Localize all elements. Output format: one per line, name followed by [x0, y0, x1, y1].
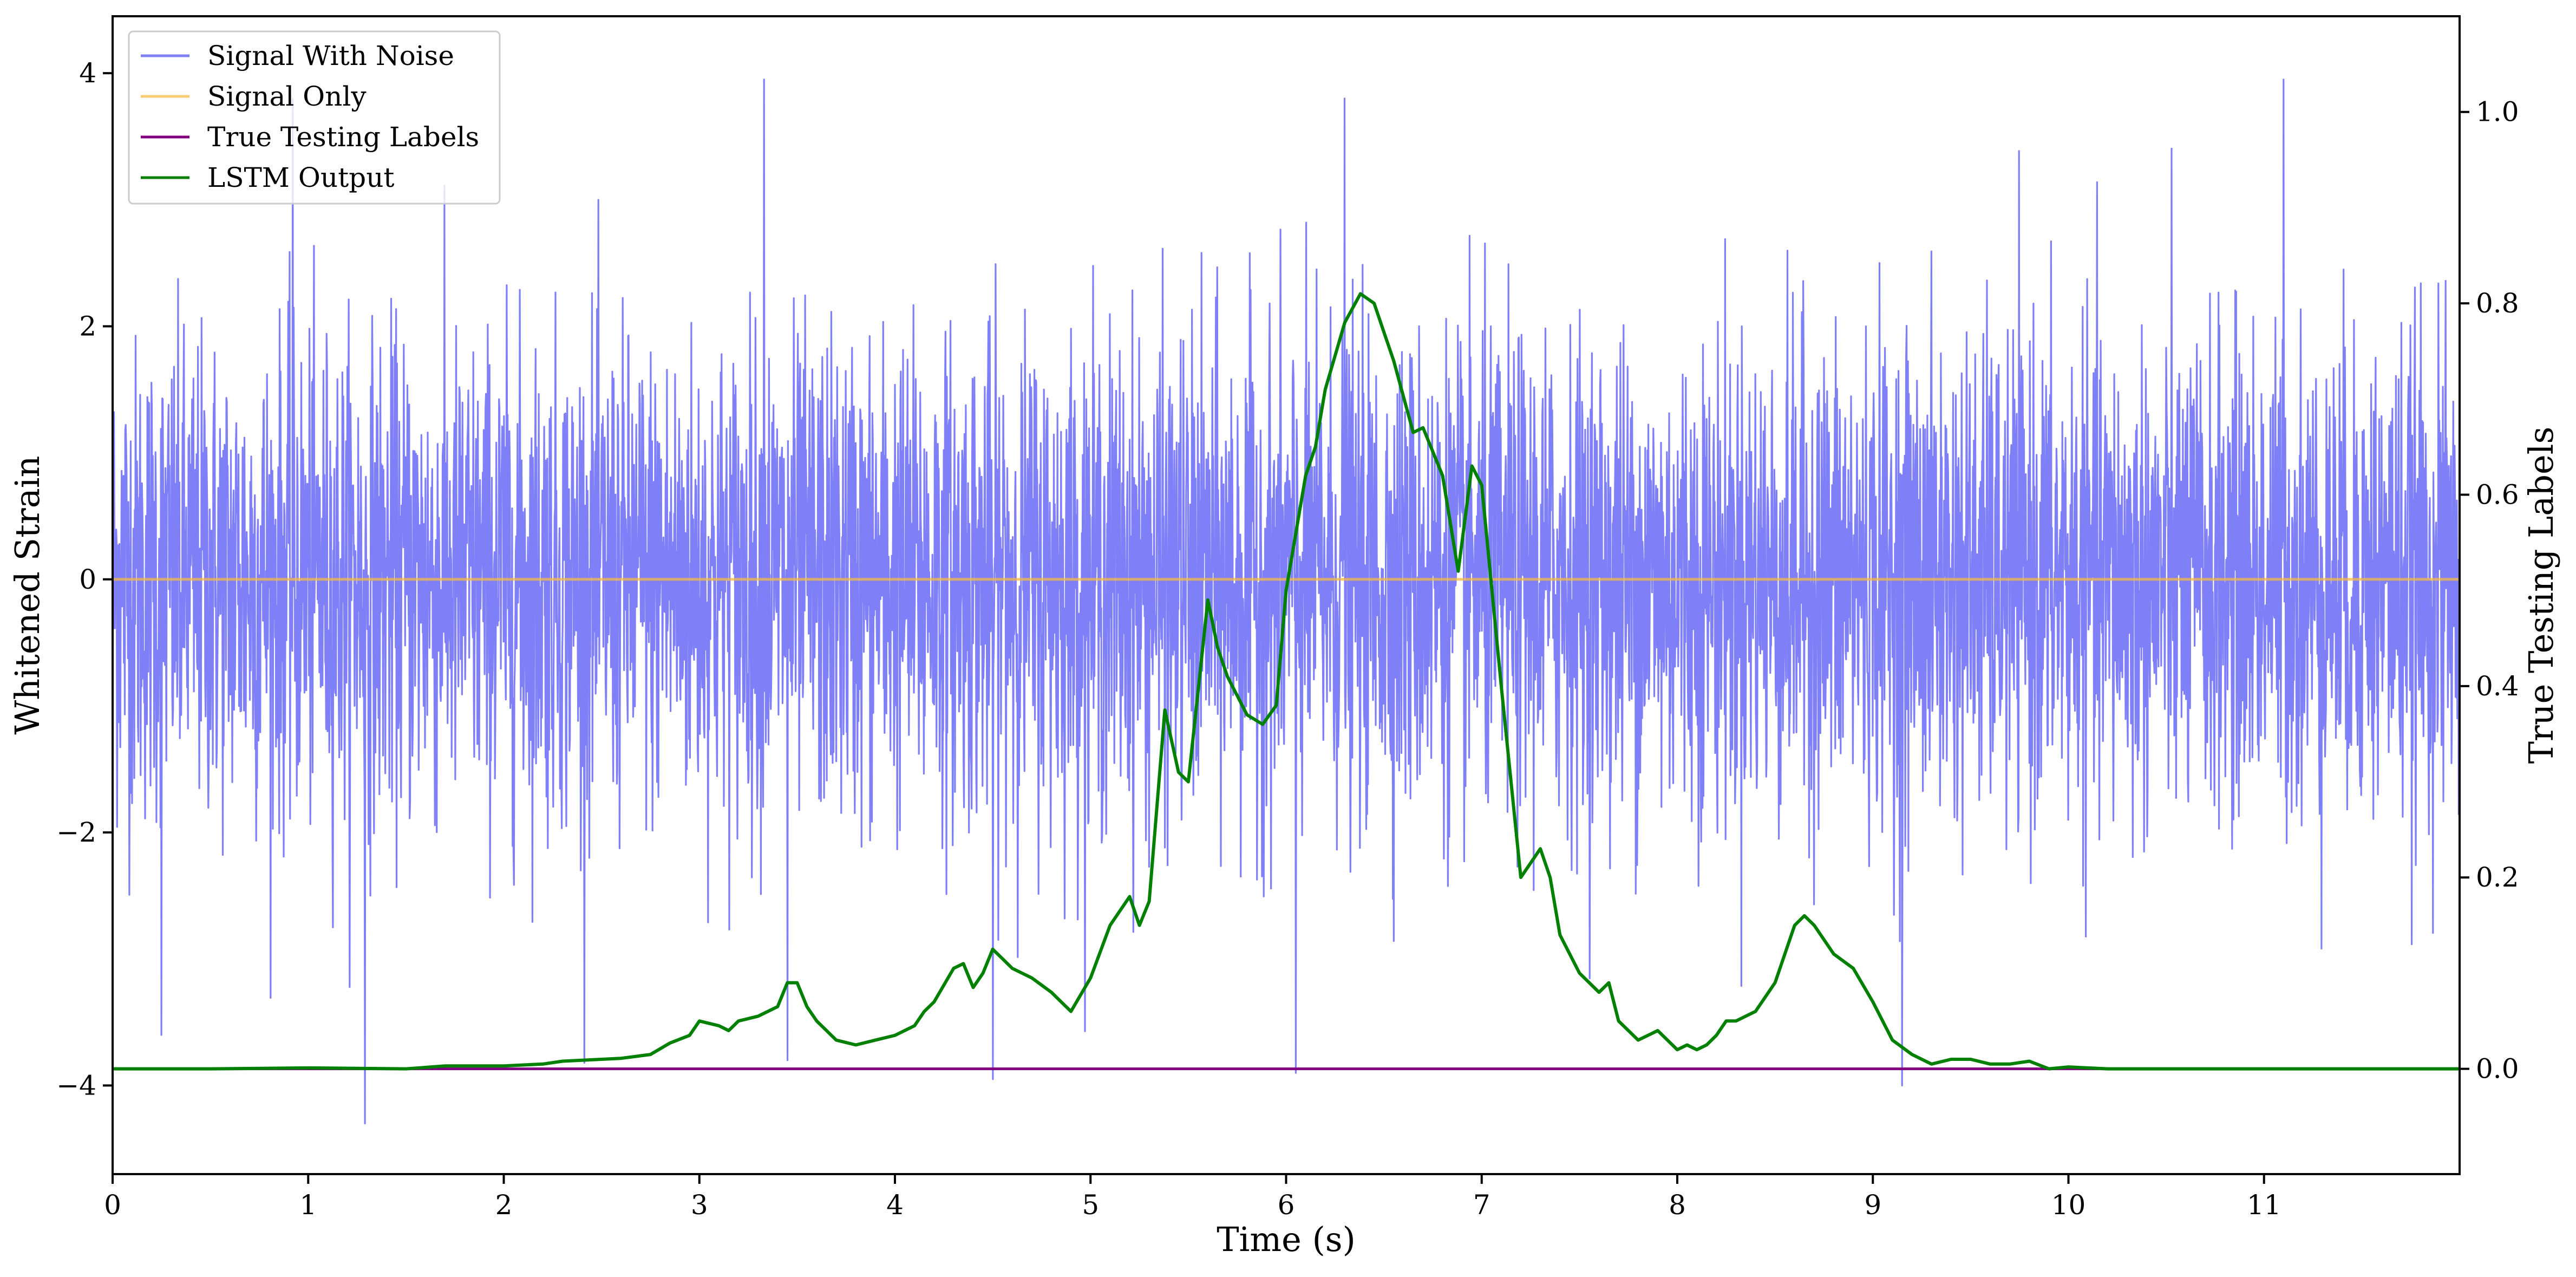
legend-label-true-testing-labels: True Testing Labels	[207, 121, 479, 153]
y-axis-left-title: Whitened Strain	[8, 456, 47, 735]
y-right-tick-label: 0.6	[2476, 479, 2519, 510]
x-tick-label: 4	[886, 1189, 904, 1221]
x-tick-label: 3	[691, 1189, 708, 1221]
series-line-lstm-output	[113, 292, 2460, 1071]
y-left-tick-label: −2	[56, 817, 96, 848]
x-tick-label: 10	[2051, 1189, 2086, 1221]
y-right-tick-label: 0.4	[2476, 670, 2519, 702]
ticks-layer: 0 1 2 3 4 5 6 7 8 9 10 11 −4 −2 0 2 4 0.0 0.2 0.4 0.6 0.8 1.0	[56, 57, 2519, 1221]
x-tick-label: 5	[1082, 1189, 1099, 1221]
y-right-tick-label: 0.0	[2476, 1053, 2519, 1085]
x-tick-label: 8	[1669, 1189, 1686, 1221]
y-right-tick-label: 1.0	[2476, 96, 2519, 128]
legend-label-signal-only: Signal Only	[207, 81, 367, 112]
legend-entry-signal-with-noise: Signal With Noise	[141, 40, 454, 71]
y-left-tick-label: 2	[79, 310, 96, 342]
legend-label-lstm-output: LSTM Output	[207, 162, 394, 193]
y-right-tick-label: 0.8	[2476, 288, 2519, 319]
x-tick-label: 7	[1473, 1189, 1490, 1221]
x-tick-label: 9	[1864, 1189, 1881, 1221]
y-right-tick-label: 0.2	[2476, 862, 2519, 893]
x-axis-title: Time (s)	[1217, 1220, 1356, 1259]
legend-entry-signal-only: Signal Only	[141, 81, 367, 112]
legend-entry-true-testing-labels: True Testing Labels	[141, 121, 479, 153]
series-lines-layer	[113, 292, 2460, 1071]
legend-label-signal-with-noise: Signal With Noise	[207, 40, 454, 71]
x-tick-label: 0	[104, 1189, 121, 1221]
x-tick-label: 1	[299, 1189, 317, 1221]
y-axis-right-title: True Testing Labels	[2521, 427, 2561, 764]
x-tick-label: 2	[495, 1189, 513, 1221]
y-left-tick-label: 4	[79, 57, 96, 89]
legend: Signal With Noise Signal Only True Testi…	[128, 30, 501, 205]
x-tick-label: 6	[1278, 1189, 1295, 1221]
x-tick-label: 11	[2247, 1189, 2281, 1221]
y-left-tick-label: −4	[56, 1070, 96, 1101]
legend-entry-lstm-output: LSTM Output	[141, 162, 394, 193]
y-left-tick-label: 0	[79, 564, 96, 595]
legend-box	[128, 30, 501, 205]
